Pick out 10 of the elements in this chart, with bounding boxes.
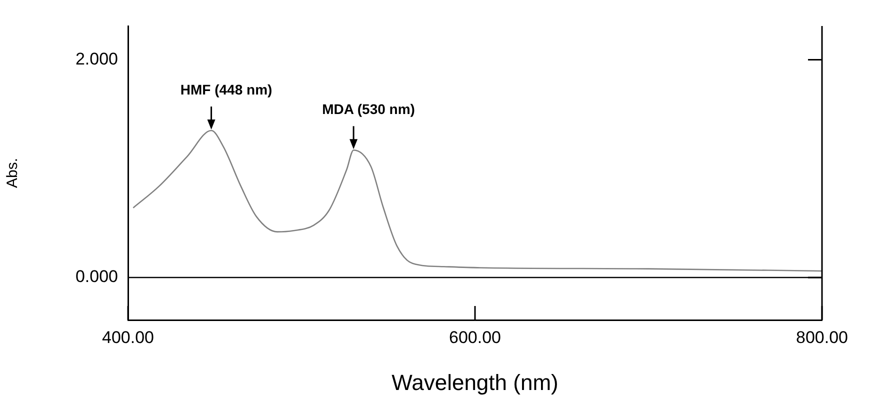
y-tick-label: 2.000 <box>75 49 118 68</box>
y-axis-title: Abs. <box>4 158 22 188</box>
x-tick-label: 600.00 <box>449 328 501 347</box>
line-series <box>132 130 822 272</box>
x-axis-title: Wavelength (nm) <box>392 370 558 395</box>
annotation: HMF (448 nm) <box>180 82 272 98</box>
x-tick-label: 800.00 <box>796 328 848 347</box>
annotation: MDA (530 nm) <box>322 101 415 118</box>
x-tick-label: 400.00 <box>102 328 154 347</box>
y-tick-label: 0.000 <box>75 267 118 286</box>
